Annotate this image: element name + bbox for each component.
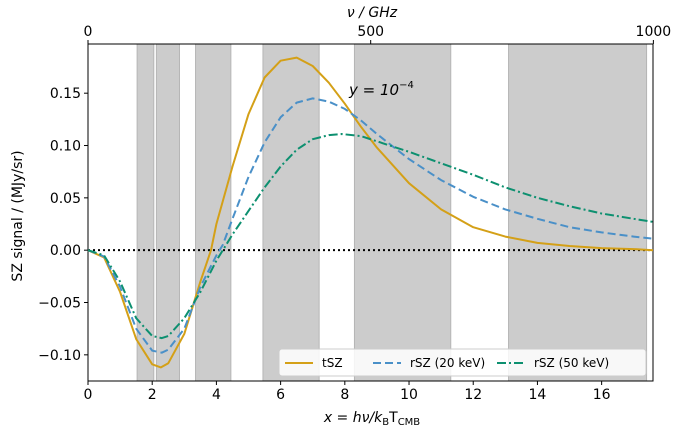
frequency-band-4 <box>262 43 320 382</box>
y-tick-label: 0.15 <box>50 86 81 102</box>
y-tick-label: 0.00 <box>50 243 81 259</box>
y-tick-label: −0.05 <box>38 296 81 312</box>
series-layer <box>87 56 654 369</box>
annotation-text: y = 10 <box>348 81 399 99</box>
y-tick-label: −0.10 <box>38 348 81 364</box>
top-tick-label: 1000 <box>636 24 672 40</box>
x-axis-label-sub-cmb: CMB <box>398 417 421 427</box>
frequency-band-2 <box>155 43 180 382</box>
x-tick-label: 12 <box>464 387 482 403</box>
top-axis-ticks: 0 500 1000 <box>84 24 672 44</box>
legend-label-tsz: tSZ <box>322 356 343 370</box>
y-tick-label: 0.10 <box>50 139 81 155</box>
x-tick-label: 6 <box>276 387 285 403</box>
x-axis-label-sub-b: B <box>382 417 389 427</box>
x-tick-label: 4 <box>212 387 221 403</box>
top-tick-label: 0 <box>84 24 93 40</box>
annotation-y-param: y = 10−4 <box>348 80 414 99</box>
x-tick-label: 14 <box>529 387 547 403</box>
frequency-band-1 <box>136 43 155 382</box>
frequency-band-6 <box>508 43 648 382</box>
frequency-band-5 <box>353 43 452 382</box>
x-axis-label-t: T <box>388 410 398 426</box>
x-tick-label: 16 <box>593 387 611 403</box>
x-tick-label: 2 <box>148 387 157 403</box>
top-axis-label: ν / GHz <box>347 5 398 21</box>
legend-box <box>278 348 647 377</box>
legend-label-rsz-20: rSZ (20 keV) <box>410 356 485 370</box>
series-line-1 <box>87 56 654 369</box>
frequency-band-3 <box>195 43 232 382</box>
annotation-exponent: −4 <box>399 80 414 91</box>
x-axis-ticks: 0 2 4 6 8 10 12 14 16 <box>84 381 611 403</box>
series-line-2 <box>87 97 654 354</box>
y-axis-ticks: −0.10 −0.05 0.00 0.05 0.10 0.15 <box>38 86 88 364</box>
x-tick-label: 0 <box>84 387 93 403</box>
y-tick-label: 0.05 <box>50 191 81 207</box>
top-tick-label: 500 <box>357 24 384 40</box>
x-axis-label: x = hν/kBTCMB <box>323 410 420 427</box>
y-axis-label: SZ signal / (MJy/sr) <box>10 150 26 281</box>
x-tick-label: 10 <box>400 387 418 403</box>
legend-label-rsz-50: rSZ (50 keV) <box>534 356 609 370</box>
x-axis-label-main: x = hν/k <box>323 410 383 426</box>
legend: tSZ rSZ (20 keV) rSZ (50 keV) <box>278 348 647 377</box>
x-tick-label: 8 <box>340 387 349 403</box>
